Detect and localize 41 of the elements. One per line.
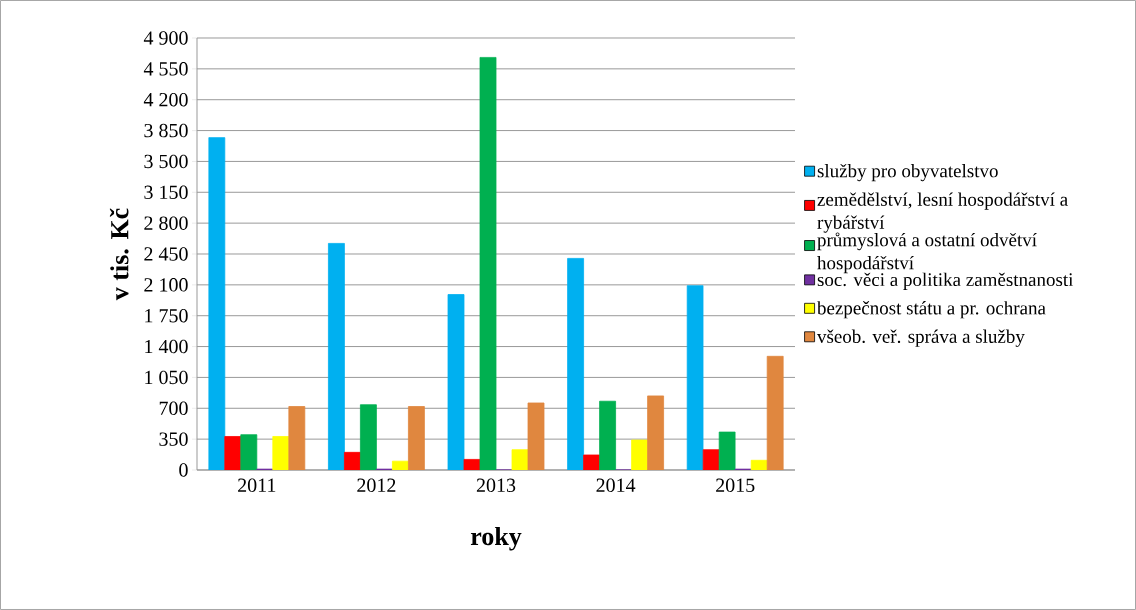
y-tick-label: 4 550 xyxy=(143,62,188,76)
bar xyxy=(272,436,290,470)
bar xyxy=(288,406,306,470)
y-tick-label: 2 800 xyxy=(144,216,188,230)
bar xyxy=(463,459,481,470)
bar xyxy=(750,459,768,470)
x-tick-label: 2015 xyxy=(716,478,755,493)
x-tick-label: 2011 xyxy=(238,478,276,493)
y-axis-title: v tis. Kč xyxy=(109,208,129,301)
y-tick-label: 4 200 xyxy=(143,92,188,107)
y-tick-label: 2 100 xyxy=(144,278,188,292)
bar xyxy=(392,460,409,470)
bar xyxy=(511,449,529,470)
y-tick-label: 3 850 xyxy=(144,123,188,138)
x-tick-label: 2014 xyxy=(596,478,636,493)
y-tick-label: 0 xyxy=(179,463,188,477)
bar xyxy=(224,436,242,470)
bar xyxy=(702,449,720,470)
legend-label: bezpečnost státu a pr. ochrana xyxy=(816,301,1046,319)
legend-label: všeob. veř. správa a služby xyxy=(816,329,1025,347)
legend-label: zemědělství, lesní hospodářství a rybářství xyxy=(817,192,1068,233)
bar xyxy=(344,451,361,470)
y-tick-label: 2 450 xyxy=(144,247,188,261)
legend-label: služby pro obyvatelstvo xyxy=(817,163,998,182)
y-tick-label: 1 750 xyxy=(145,308,188,323)
y-tick-label: 4 900 xyxy=(143,31,188,45)
x-tick-label: 2013 xyxy=(476,478,516,493)
y-tick-label: 3 150 xyxy=(144,185,188,200)
y-tick-label: 350 xyxy=(159,432,188,446)
bar xyxy=(527,402,545,470)
y-tick-label: 3 500 xyxy=(144,154,188,169)
bar xyxy=(631,439,648,470)
y-tick-label: 1 400 xyxy=(145,339,188,354)
y-tick-label: 1 050 xyxy=(145,370,188,385)
bar xyxy=(647,395,664,470)
x-tick-label: 2012 xyxy=(357,478,396,493)
x-axis-title: roky xyxy=(470,526,522,551)
y-tick-label: 700 xyxy=(159,401,188,416)
bar xyxy=(583,454,600,470)
bar xyxy=(766,355,784,470)
bar xyxy=(408,406,425,470)
